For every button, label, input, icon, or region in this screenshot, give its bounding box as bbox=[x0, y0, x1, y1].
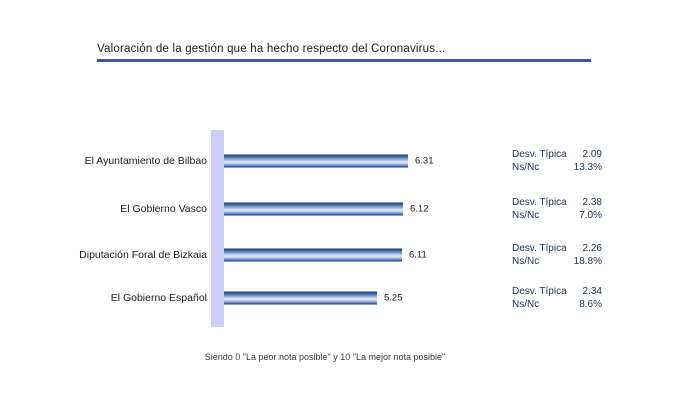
value-bar bbox=[224, 248, 402, 262]
axis-baseline-band bbox=[211, 130, 224, 327]
category-label: El Gobierno Vasco bbox=[120, 203, 207, 215]
chart-row: Diputación Foral de Bizkaia 6.11 Desv. T… bbox=[0, 242, 690, 268]
value-label: 6.11 bbox=[409, 249, 427, 261]
value-label: 6.12 bbox=[410, 203, 429, 215]
value-bar bbox=[224, 154, 408, 168]
chart-title: Valoración de la gestión que ha hecho re… bbox=[97, 43, 446, 55]
value-label: 5.25 bbox=[384, 292, 403, 304]
std-dev-value: 2.26 bbox=[582, 243, 602, 254]
ns-nc-label: Ns/Nc bbox=[512, 299, 540, 310]
std-dev-label: Desv. Típica bbox=[512, 286, 567, 297]
ns-nc-value: 7.0% bbox=[579, 210, 602, 221]
chart-row: El Ayuntamiento de Bilbao 6.31 Desv. Típ… bbox=[0, 148, 690, 174]
std-dev-label: Desv. Típica bbox=[512, 149, 567, 160]
category-label: El Ayuntamiento de Bilbao bbox=[84, 155, 207, 167]
std-dev-value: 2.34 bbox=[582, 286, 602, 297]
chart-row: El Gobierno Español 5.25 Desv. Típica 2.… bbox=[0, 285, 690, 311]
std-dev-label: Desv. Típica bbox=[512, 197, 567, 208]
category-label: El Gobierno Español bbox=[110, 292, 207, 304]
ns-nc-label: Ns/Nc bbox=[512, 256, 540, 267]
chart-title-block: Valoración de la gestión que ha hecho re… bbox=[97, 43, 591, 62]
value-bar bbox=[224, 202, 403, 216]
ns-nc-value: 18.8% bbox=[573, 256, 602, 267]
std-dev-value: 2.09 bbox=[582, 149, 602, 160]
value-label: 6.31 bbox=[415, 155, 434, 167]
std-dev-value: 2.38 bbox=[582, 197, 602, 208]
category-label: Diputación Foral de Bizkaia bbox=[79, 249, 207, 261]
ns-nc-label: Ns/Nc bbox=[512, 162, 540, 173]
ns-nc-label: Ns/Nc bbox=[512, 210, 540, 221]
chart-row: El Gobierno Vasco 6.12 Desv. Típica 2.38… bbox=[0, 196, 690, 222]
value-bar bbox=[224, 291, 377, 305]
scale-footnote: Siendo 0 "La peor nota posible" y 10 "La… bbox=[204, 352, 446, 362]
ns-nc-value: 13.3% bbox=[573, 162, 602, 173]
std-dev-label: Desv. Típica bbox=[512, 243, 567, 254]
ns-nc-value: 8.6% bbox=[579, 299, 602, 310]
